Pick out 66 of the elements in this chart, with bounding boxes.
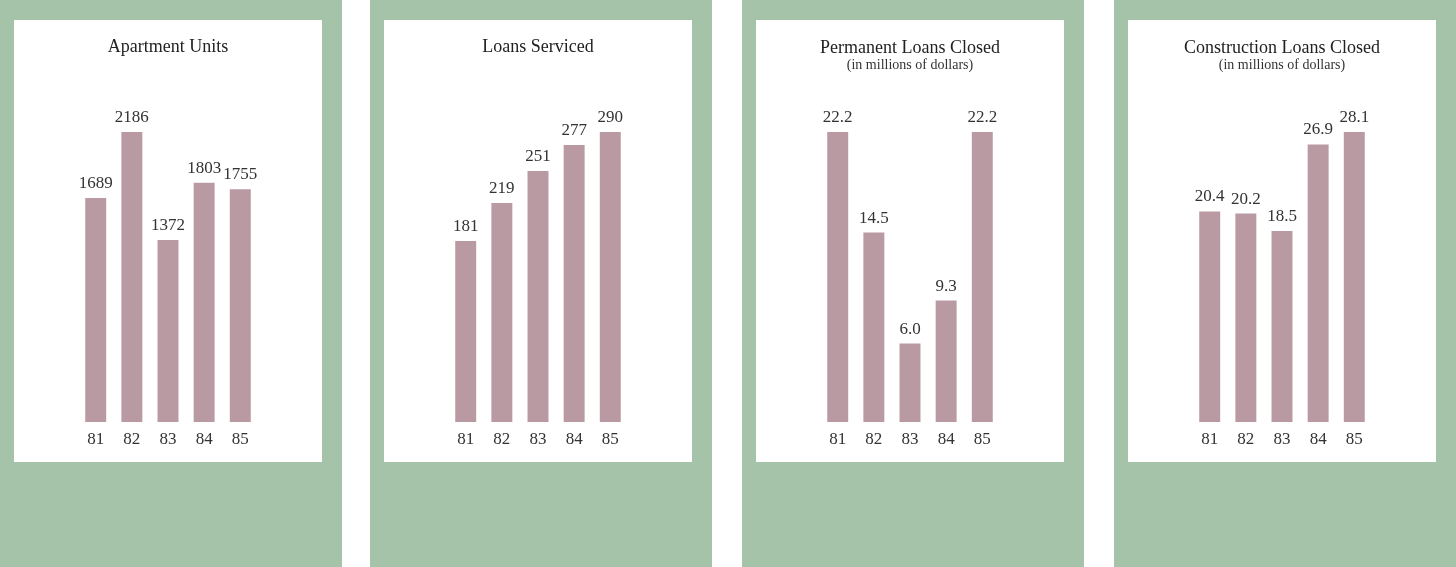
bar	[229, 189, 251, 422]
x-tick-label: 84	[937, 428, 956, 448]
bar	[491, 203, 513, 422]
bar	[193, 182, 215, 422]
x-tick-label: 84	[1309, 428, 1328, 448]
x-tick-label: 82	[123, 428, 141, 448]
x-tick-label: 84	[565, 428, 584, 448]
x-tick-label: 81	[1201, 428, 1219, 448]
x-tick-label: 85	[1345, 428, 1363, 448]
data-label: 6.0	[899, 318, 921, 338]
chart-title: Construction Loans Closed	[1184, 37, 1380, 57]
data-label: 1372	[151, 214, 185, 234]
data-label: 2186	[114, 107, 149, 126]
data-label: 277	[561, 120, 588, 139]
bar	[563, 145, 585, 422]
x-tick-label: 82	[1237, 428, 1255, 448]
data-label: 20.4	[1194, 186, 1226, 206]
data-label: 1755	[223, 164, 258, 184]
bar	[935, 300, 957, 422]
data-label: 290	[597, 107, 624, 126]
data-label: 181	[452, 216, 479, 235]
bar	[1235, 213, 1257, 422]
data-label: 26.9	[1303, 119, 1334, 139]
chart-title: Apartment Units	[107, 36, 229, 56]
bar	[527, 171, 549, 422]
bar	[1199, 211, 1221, 422]
bar	[599, 132, 621, 422]
data-label: 14.5	[858, 207, 889, 227]
bar	[1271, 231, 1293, 422]
bar	[827, 132, 849, 422]
bar	[899, 343, 921, 422]
bar	[121, 132, 143, 422]
bar	[455, 241, 477, 422]
chart-subtitle: (in millions of dollars)	[846, 57, 974, 73]
bar	[85, 197, 107, 422]
bar	[1343, 132, 1365, 422]
chart-subtitle: (in millions of dollars)	[1218, 57, 1346, 73]
x-tick-label: 83	[159, 428, 177, 448]
data-label: 28.1	[1339, 107, 1370, 126]
data-label: 219	[489, 178, 515, 197]
x-tick-label: 85	[973, 428, 991, 448]
x-tick-label: 81	[87, 428, 105, 448]
data-label: 9.3	[935, 275, 957, 295]
x-tick-label: 85	[231, 428, 249, 448]
data-label: 1689	[78, 172, 113, 192]
x-tick-label: 81	[829, 428, 847, 448]
bar	[863, 232, 885, 422]
chart-title: Permanent Loans Closed	[820, 37, 1000, 57]
x-tick-label: 83	[901, 428, 919, 448]
bar	[971, 132, 993, 422]
data-label: 251	[525, 146, 551, 165]
x-tick-label: 85	[601, 428, 619, 448]
chart-title: Loans Serviced	[482, 36, 594, 56]
data-label: 20.2	[1230, 188, 1261, 208]
x-tick-label: 83	[1273, 428, 1291, 448]
data-label: 1803	[187, 157, 222, 177]
x-tick-label: 82	[865, 428, 883, 448]
x-tick-label: 82	[493, 428, 511, 448]
data-label: 22.2	[967, 107, 998, 126]
bar	[157, 239, 179, 422]
data-label: 22.2	[822, 107, 853, 126]
x-tick-label: 81	[457, 428, 475, 448]
x-tick-label: 83	[529, 428, 547, 448]
data-label: 18.5	[1267, 206, 1297, 226]
x-tick-label: 84	[195, 428, 214, 448]
bar	[1307, 144, 1329, 422]
